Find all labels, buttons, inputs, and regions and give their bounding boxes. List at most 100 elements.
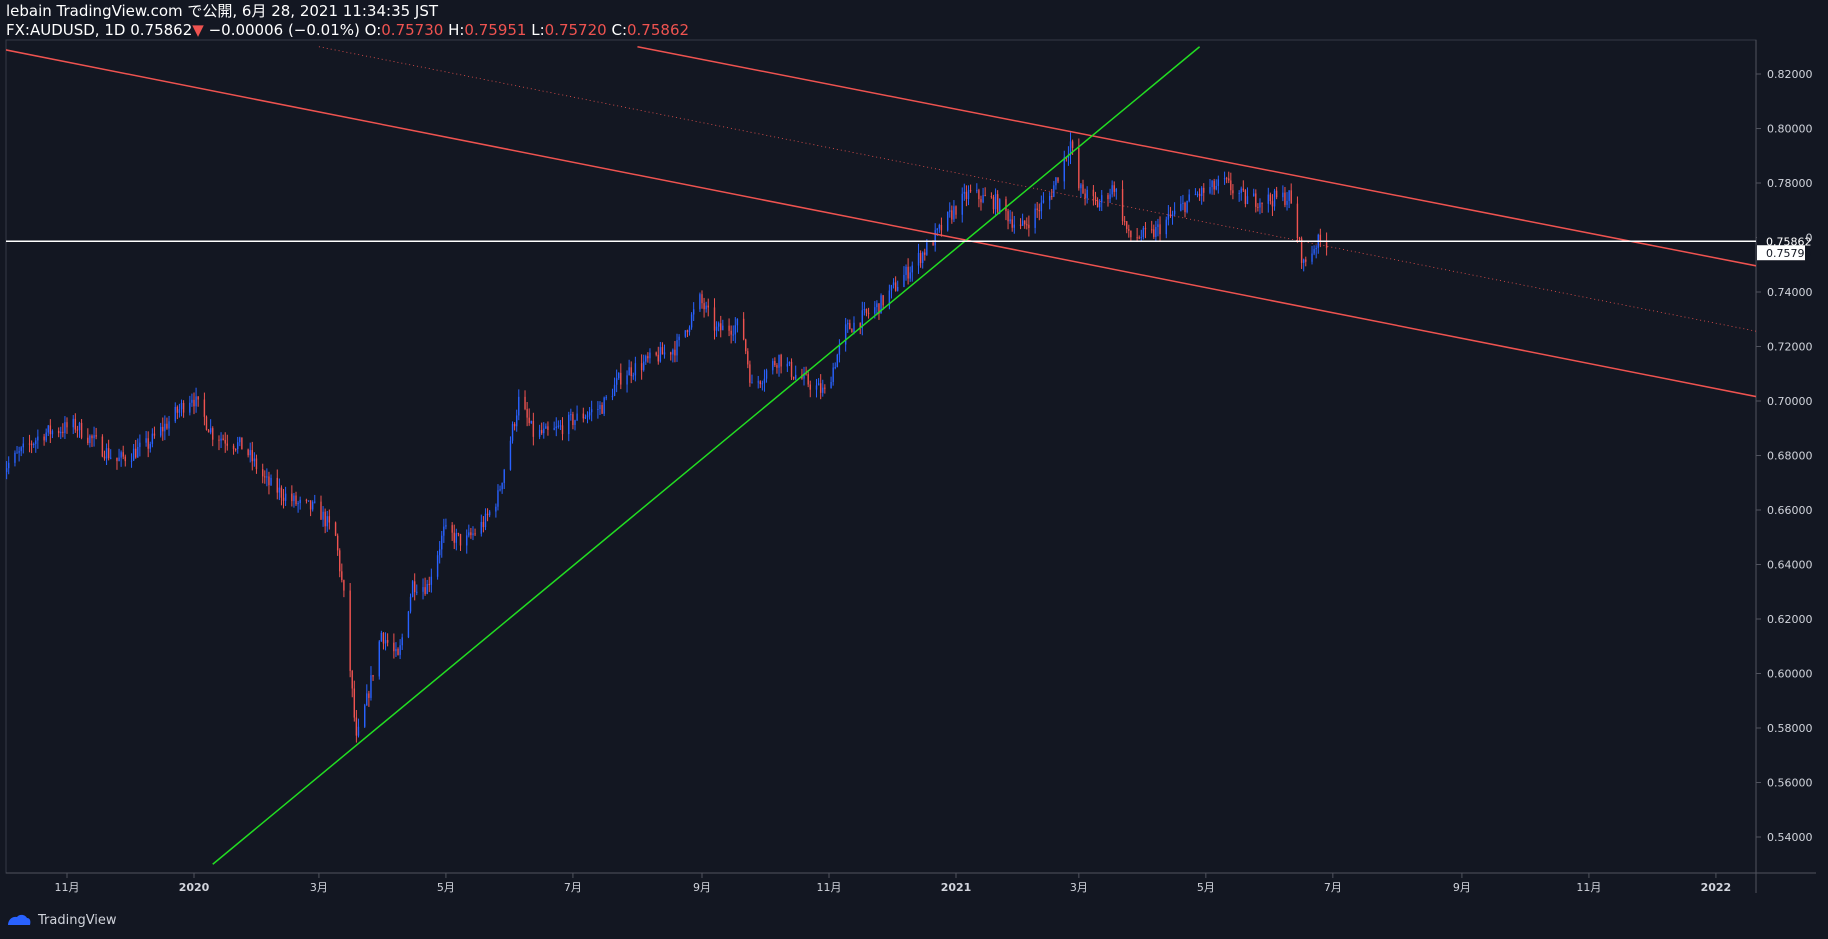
- footer: TradingView: [6, 910, 117, 930]
- candle-body: [51, 430, 54, 435]
- candle-body: [343, 580, 345, 591]
- y-tick-label: 0.68000: [1767, 450, 1813, 463]
- support-trendline[interactable]: [212, 46, 1201, 865]
- candle-body: [978, 190, 980, 200]
- candle-body: [95, 435, 97, 437]
- candle-body: [720, 323, 722, 331]
- candle-body: [528, 417, 530, 424]
- candle-body: [530, 420, 532, 424]
- candle-body: [193, 399, 195, 407]
- candle-body: [803, 373, 805, 379]
- candle-body: [495, 506, 497, 512]
- candle-body: [676, 340, 678, 356]
- candle-body: [1165, 219, 1167, 235]
- candle-body: [1013, 224, 1015, 228]
- open-value: 0.75730: [381, 21, 444, 39]
- candle-body: [1217, 179, 1220, 187]
- candle-body: [453, 532, 455, 543]
- candle-body: [382, 632, 385, 644]
- candle-body: [763, 378, 766, 384]
- candle-body: [1136, 237, 1138, 239]
- candle-body: [145, 438, 147, 443]
- candle-body: [678, 336, 680, 341]
- candle-body: [1063, 157, 1065, 182]
- candle-body: [909, 272, 911, 279]
- candle-body: [1230, 180, 1232, 191]
- candle-body: [969, 190, 972, 192]
- y-tick-label: 0.80000: [1767, 123, 1813, 136]
- x-tick-label: 2022: [1701, 881, 1732, 894]
- candle-body: [780, 354, 782, 367]
- plot-area[interactable]: [0, 46, 1778, 865]
- candle-body: [105, 448, 108, 459]
- x-tick-label: 11月: [817, 881, 842, 894]
- candle-body: [1313, 249, 1315, 254]
- candle-body: [1107, 195, 1109, 199]
- candle-body: [1069, 141, 1072, 155]
- candle-body: [628, 367, 630, 376]
- candle-body: [305, 499, 308, 501]
- candle-body: [284, 493, 287, 501]
- candle-body: [341, 571, 343, 581]
- candle-body: [191, 399, 193, 403]
- candle-body: [601, 404, 603, 414]
- candle-body: [176, 406, 179, 413]
- candle-body: [903, 274, 905, 287]
- x-tick-label: 7月: [1324, 881, 1342, 894]
- candle-body: [965, 191, 968, 200]
- candle-body: [1173, 210, 1176, 215]
- candle-body: [576, 413, 578, 421]
- candle-body: [670, 352, 672, 355]
- candle-body: [890, 285, 893, 291]
- candle-body: [1007, 211, 1009, 222]
- candle-body: [393, 642, 395, 652]
- candle-body: [838, 344, 841, 355]
- candle-body: [582, 413, 585, 419]
- candle-body: [22, 443, 24, 448]
- candle-body: [1071, 141, 1074, 148]
- candle-body: [326, 516, 328, 527]
- candle-body: [572, 414, 574, 426]
- candle-body: [894, 282, 897, 291]
- candle-body: [1096, 200, 1099, 208]
- candle-body: [307, 500, 310, 502]
- y-tick-label: 0.66000: [1767, 504, 1813, 517]
- channel-upper-line[interactable]: [637, 46, 1778, 270]
- candle-body: [615, 378, 618, 385]
- y-tick-label: 0.60000: [1767, 668, 1813, 681]
- candle-body: [586, 415, 589, 418]
- candle-body: [459, 534, 462, 546]
- candle-body: [574, 420, 576, 426]
- candle-body: [1126, 221, 1128, 230]
- candle-body: [372, 675, 374, 677]
- x-tick-label: 11月: [55, 881, 80, 894]
- channel-mid-line[interactable]: [318, 46, 1778, 336]
- candle-body: [339, 550, 341, 572]
- candle-body: [1182, 202, 1184, 204]
- candle-body: [336, 535, 339, 551]
- candle-body: [224, 439, 226, 444]
- candle-body: [921, 252, 924, 264]
- candle-body: [976, 190, 978, 192]
- candle-body: [416, 591, 418, 593]
- channel-lower-line[interactable]: [0, 47, 1778, 401]
- candle-body: [380, 632, 383, 642]
- candle-body: [320, 501, 322, 520]
- candle-body: [938, 224, 941, 229]
- candle-body: [815, 385, 818, 390]
- x-tick-label: 2020: [179, 881, 210, 894]
- candle-body: [849, 323, 851, 330]
- candle-body: [280, 487, 283, 498]
- candle-body: [43, 436, 45, 441]
- candle-body: [822, 387, 824, 393]
- candle-body: [1123, 221, 1126, 223]
- candle-body: [197, 396, 199, 400]
- candle-body: [1290, 190, 1292, 204]
- candle-body: [674, 349, 676, 356]
- candle-body: [212, 428, 214, 440]
- candle-body: [949, 210, 951, 212]
- y-tick-label: 0.82000: [1767, 68, 1813, 81]
- candle-body: [853, 322, 855, 333]
- candle-body: [1021, 220, 1024, 226]
